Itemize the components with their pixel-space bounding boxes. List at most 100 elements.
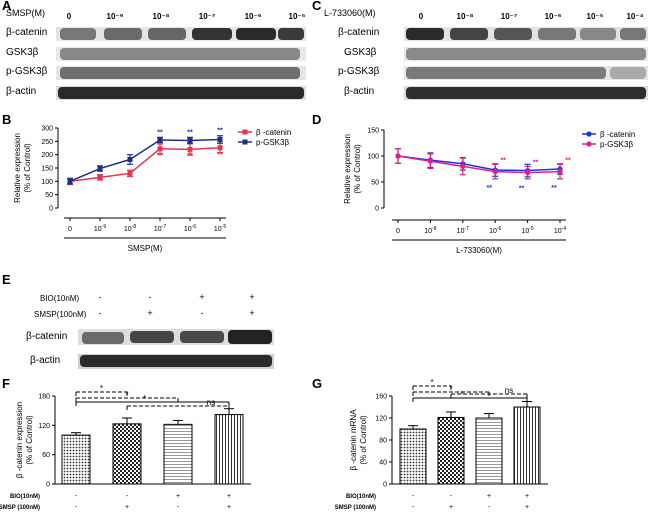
y-tick-label: 100: [367, 154, 379, 161]
data-point: [395, 153, 401, 159]
sig-label: *: [125, 390, 128, 399]
y-tick-label: 40: [379, 460, 387, 467]
y-tick-label: 50: [45, 192, 53, 199]
y-axis-label: β -catenin expression(% of Control): [15, 402, 34, 478]
blot-c-header: L-733060(M): [324, 8, 376, 18]
legend-marker: [586, 141, 592, 147]
data-point: [187, 146, 193, 152]
treatment-label: BIO(10nM): [10, 494, 40, 500]
y-tick-label: 100: [41, 179, 53, 186]
bar: [475, 417, 503, 485]
sig-label: *: [430, 378, 433, 387]
sig-label: *: [449, 384, 452, 393]
y-tick-label: 0: [383, 482, 387, 489]
blot-c-strip: [404, 66, 648, 80]
treatment-sign: +: [449, 504, 453, 511]
legend-label: p-GSK3β: [600, 140, 633, 149]
legend-marker: [242, 129, 248, 135]
blot-band: [60, 67, 300, 79]
significance-mark: **: [533, 159, 539, 166]
legend-label: p-GSK3β: [256, 138, 289, 147]
significance-mark: **: [157, 153, 163, 160]
data-point: [217, 136, 223, 142]
bar: [61, 434, 91, 485]
blot-band: [620, 28, 646, 40]
y-tick-label: 60: [42, 452, 50, 459]
blot-a-row-label: β-catenin: [6, 27, 48, 38]
legend-label: β -catenin: [600, 130, 635, 139]
y-tick-label: 150: [367, 128, 379, 135]
blot-c-row-label: GSK3β: [344, 47, 377, 58]
blot-band: [580, 28, 616, 40]
blot-c-conc: 10⁻⁷: [500, 12, 518, 21]
blot-e-row-label: β-catenin: [26, 331, 68, 342]
legend-label: β -catenin: [256, 128, 291, 137]
y-tick-label: 300: [41, 126, 53, 133]
blot-c-strip: [404, 27, 648, 41]
data-point: [217, 145, 223, 151]
significance-mark: **: [500, 157, 506, 164]
data-point: [157, 146, 163, 152]
blot-a-conc: 10⁻⁸: [152, 12, 170, 21]
significance-mark: **: [565, 157, 571, 164]
blot-band: [60, 28, 96, 40]
significance-mark: **: [486, 185, 492, 192]
blot-e-sign: +: [199, 292, 205, 302]
bar: [214, 414, 244, 485]
significance-mark: **: [187, 152, 193, 159]
data-point: [157, 137, 163, 143]
sig-label: ns: [505, 386, 513, 395]
blot-band: [60, 48, 300, 60]
blot-band: [82, 332, 124, 344]
blot-e-treatment-label: SMSP(100nM): [34, 310, 87, 319]
treatment-sign: -: [75, 504, 78, 511]
treatment-sign: -: [177, 504, 180, 511]
y-tick-label: 0: [49, 206, 53, 213]
blot-c-row-label: p-GSK3β: [338, 66, 380, 77]
blot-c-conc: 10⁻⁵: [586, 12, 604, 21]
x-tick-label: 10-4: [554, 226, 566, 235]
blot-e-sign: -: [98, 292, 102, 302]
data-point: [525, 170, 531, 176]
blot-e-sign: +: [249, 308, 255, 318]
blot-a-conc: 0: [66, 12, 72, 21]
chart-g-plot: 0 40 80 120 160 β -catenin mRNA(% of Control)…: [335, 378, 548, 511]
bar: [112, 423, 142, 485]
blot-e-sign: -: [98, 308, 102, 318]
blot-e-sign: +: [147, 308, 153, 318]
blot-a-row-label: β-actin: [6, 86, 37, 97]
bar: [513, 406, 541, 485]
significance-mark: **: [217, 128, 223, 135]
blot-band: [450, 28, 488, 40]
blot-e-sign: +: [249, 292, 255, 302]
blot-band: [610, 67, 646, 79]
blot-e-row-label: β-actin: [30, 355, 61, 366]
x-tick-label: 10-6: [184, 224, 196, 233]
blot-band: [538, 28, 576, 40]
blot-e-sign: -: [200, 308, 204, 318]
panel-label-a: A: [2, 0, 12, 13]
treatment-sign: +: [227, 504, 231, 511]
bar: [399, 428, 427, 485]
chart-b-plot: 0 50 100 150 200 250 300 0 10-9 10-8 10-7 10-6 10-5 S…: [13, 126, 291, 254]
significance-mark: **: [217, 152, 223, 159]
blot-band: [80, 355, 272, 367]
blot-band: [228, 330, 272, 344]
data-point: [67, 178, 73, 184]
y-tick-label: 80: [379, 438, 387, 445]
blot-c-conc: 10⁻⁸: [456, 12, 474, 21]
x-tick-label: 10-6: [489, 226, 501, 235]
treatment-sign: -: [450, 493, 453, 500]
series-line: [397, 155, 561, 172]
bar: [163, 423, 193, 485]
blot-a-conc: 10⁻⁶: [244, 12, 262, 21]
treatment-sign: +: [176, 493, 180, 500]
data-point: [127, 170, 133, 176]
treatment-label: BIO(10nM): [346, 494, 376, 500]
legend-marker: [586, 131, 592, 137]
blot-c-conc: 10⁻⁴: [626, 12, 644, 21]
chart-b: 0 50 100 150 200 250 300 0 10-9 10-8 10-7 10-6 10-5 S…: [13, 126, 291, 254]
panel-label-g: G: [312, 376, 323, 391]
x-tick-label: 10-8: [124, 224, 136, 233]
blot-band: [236, 28, 276, 40]
